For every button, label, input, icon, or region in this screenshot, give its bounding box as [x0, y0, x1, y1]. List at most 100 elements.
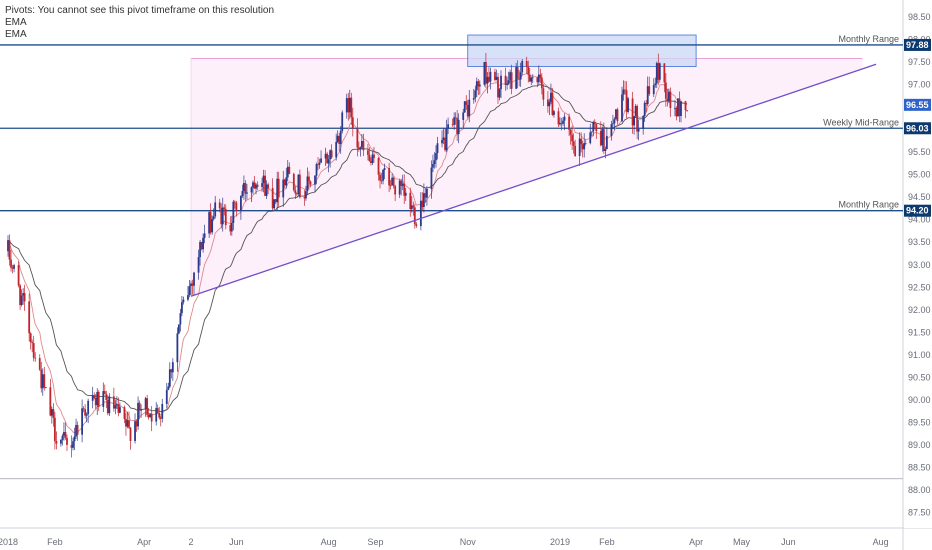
- candle-body: [362, 140, 365, 151]
- candle-body: [519, 72, 522, 80]
- candle: [112, 387, 115, 412]
- candle: [432, 154, 434, 172]
- candle: [424, 188, 427, 203]
- candle: [357, 141, 360, 152]
- candle-body: [667, 91, 670, 102]
- candle-body: [161, 404, 164, 419]
- level-label: Monthly Range: [838, 200, 899, 210]
- candle-body: [465, 101, 468, 105]
- candle-body: [432, 164, 434, 168]
- candle-body: [551, 92, 554, 115]
- level-price-badge-bg: [904, 122, 931, 135]
- candle: [507, 71, 510, 86]
- candle: [475, 77, 478, 98]
- trendline-group[interactable]: [190, 63, 877, 297]
- candle-body: [64, 431, 67, 438]
- candle-body: [547, 99, 549, 107]
- price-axis-bg: [904, 0, 932, 528]
- candle: [530, 76, 533, 86]
- resistance-zone[interactable]: [467, 34, 697, 67]
- level-label: Monthly Range: [838, 34, 899, 44]
- candle-body: [115, 404, 118, 406]
- candle: [81, 399, 84, 443]
- candle: [23, 284, 26, 311]
- candle-body: [140, 409, 142, 411]
- candle-body: [97, 391, 100, 407]
- candle-body: [276, 178, 279, 203]
- candle: [66, 434, 68, 451]
- candle-body: [309, 181, 312, 185]
- candle: [516, 60, 519, 89]
- candle-body: [548, 101, 551, 107]
- candle-body: [112, 396, 115, 409]
- candle-body: [168, 369, 171, 387]
- candle: [678, 91, 681, 123]
- candle-body: [137, 402, 139, 427]
- candle-body: [410, 205, 413, 210]
- candle-body: [521, 61, 524, 73]
- candle: [315, 162, 318, 185]
- candle-body: [593, 121, 596, 124]
- candle: [675, 106, 678, 121]
- candle-body: [604, 149, 607, 152]
- candle: [568, 113, 570, 137]
- candle: [562, 117, 564, 127]
- candle: [637, 119, 640, 141]
- candle-body: [462, 112, 465, 120]
- candle: [341, 110, 344, 134]
- candle-body: [193, 272, 195, 286]
- candle: [547, 91, 549, 113]
- candle-body: [655, 63, 658, 84]
- candle: [426, 186, 428, 206]
- candle-body: [359, 147, 362, 150]
- candle-body: [463, 101, 466, 113]
- candle: [117, 397, 120, 417]
- candle: [338, 132, 341, 152]
- price-axis[interactable]: 98.5098.0097.5097.0096.5096.0095.5095.00…: [904, 0, 932, 528]
- candle: [179, 308, 182, 332]
- candle-body: [506, 83, 508, 86]
- candle: [559, 117, 561, 127]
- candle-body: [283, 179, 286, 186]
- candle: [367, 143, 369, 161]
- ema-legend-1[interactable]: EMA: [5, 17, 27, 28]
- candle: [203, 224, 206, 244]
- candle-body: [572, 141, 575, 146]
- candle-body: [188, 286, 191, 296]
- candle-body: [41, 374, 44, 389]
- candle-body: [264, 175, 266, 196]
- time-axis[interactable]: 2018 Feb Apr 2 Jun Aug Sep Nov 2019 Feb Apr May Jun A…: [0, 537, 889, 547]
- candle: [70, 435, 73, 458]
- candle: [488, 67, 490, 83]
- candle: [454, 112, 457, 125]
- candle: [128, 411, 130, 429]
- candle: [403, 174, 406, 204]
- candle-body: [286, 166, 289, 178]
- candle: [560, 117, 563, 131]
- candle: [308, 171, 310, 190]
- candle-body: [49, 387, 52, 416]
- candle-body: [371, 154, 374, 163]
- price-tick-label: 91.50: [908, 327, 931, 337]
- candle-body: [658, 63, 661, 80]
- candle-body: [542, 88, 545, 100]
- candle: [348, 89, 351, 120]
- candle-body: [536, 77, 539, 83]
- horizontal-levels[interactable]: Monthly Range Weekly Mid-Range Monthly Ran…: [0, 34, 903, 212]
- candle-body: [158, 413, 161, 418]
- candle-body: [70, 444, 73, 448]
- candle-body: [562, 120, 564, 124]
- candle-body: [642, 115, 645, 129]
- candle-body: [200, 241, 203, 250]
- candle: [351, 107, 354, 137]
- candle: [140, 404, 142, 418]
- resistance-zone-rect[interactable]: [467, 34, 697, 67]
- ema-legend-2[interactable]: EMA: [5, 29, 27, 40]
- candle: [335, 133, 338, 161]
- time-tick-label: Apr: [689, 537, 703, 547]
- candle: [38, 354, 41, 371]
- candle-body: [34, 357, 37, 359]
- ascending-trendline[interactable]: [190, 63, 877, 297]
- candle: [610, 120, 613, 141]
